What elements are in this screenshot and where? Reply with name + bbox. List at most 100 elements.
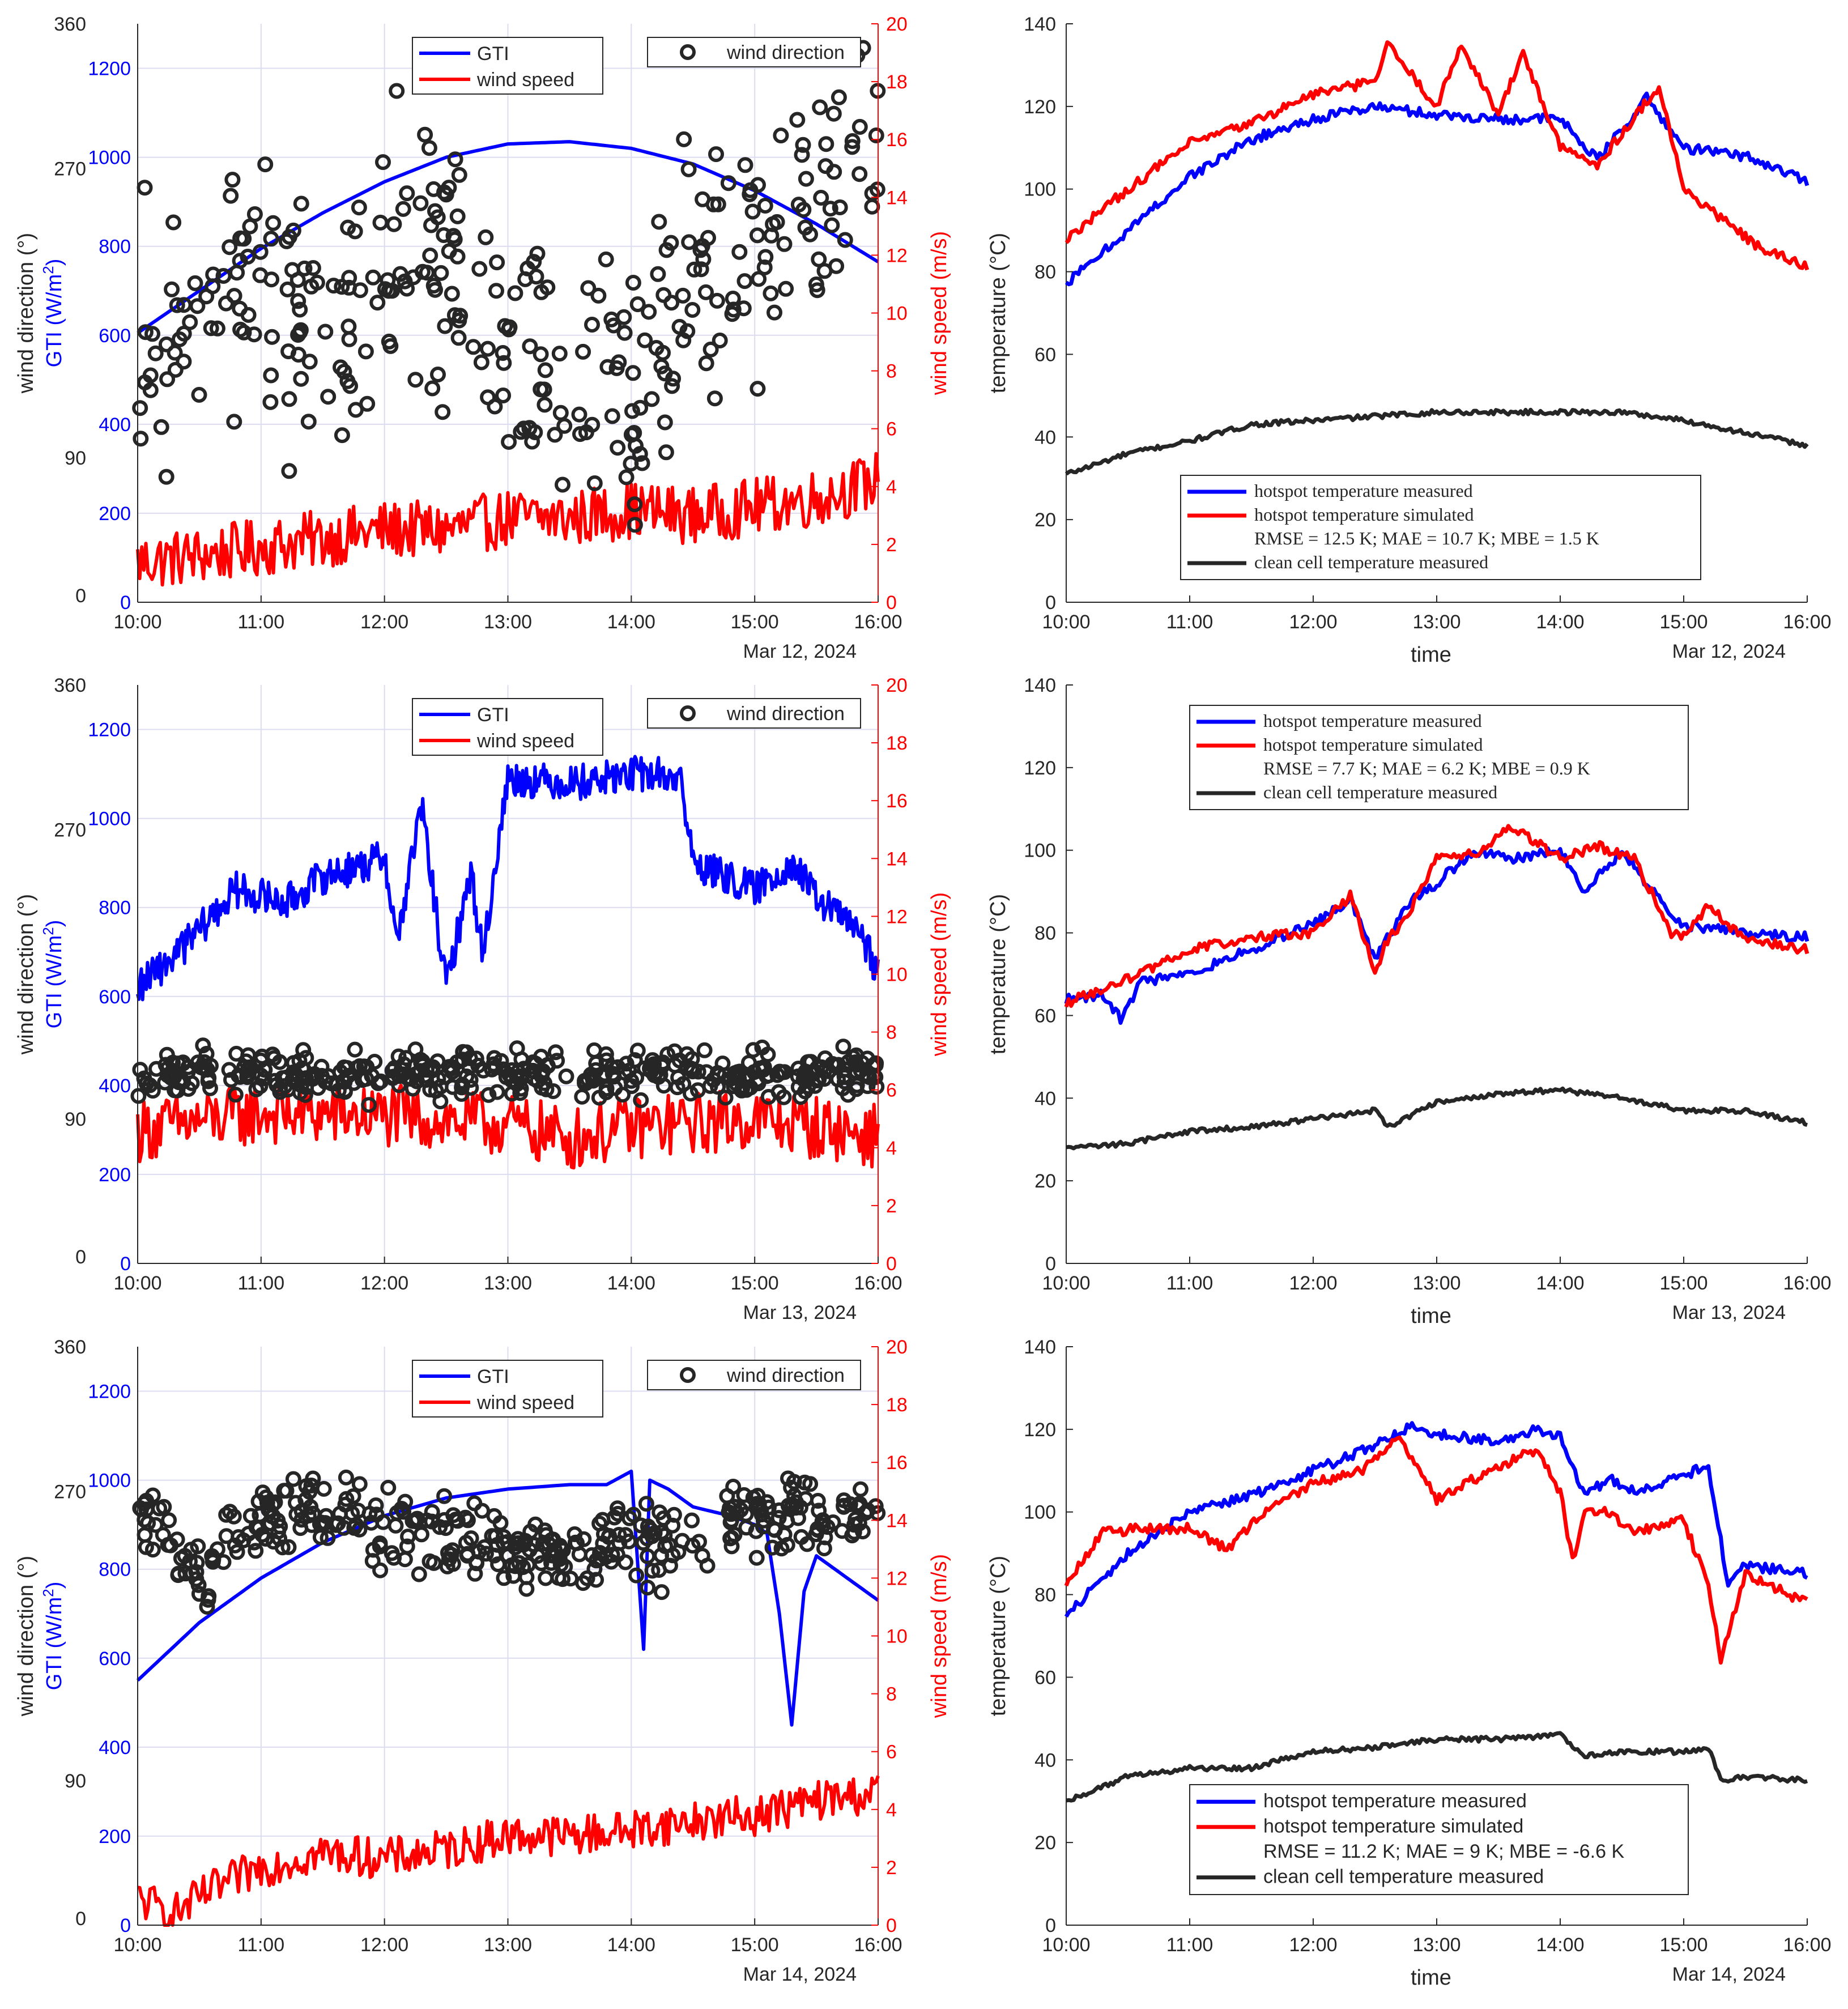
wind-direction-marker (675, 1076, 692, 1092)
wind-direction-marker (651, 1562, 667, 1578)
wind-direction-marker (536, 397, 553, 413)
wind-direction-marker (158, 336, 174, 352)
legend-wind-direction-label: wind direction (726, 703, 845, 725)
wind-direction-marker (265, 1508, 281, 1525)
y-tick-label: 100 (1024, 1502, 1056, 1523)
wind-direction-marker (610, 440, 626, 456)
wind-direction-marker (571, 406, 587, 423)
wind-direction-marker (409, 1510, 425, 1527)
wind-direction-marker (700, 229, 716, 246)
wind-direction-marker (191, 386, 207, 403)
wind-direction-marker (421, 140, 437, 156)
gti-axis-label-text: GTI (W/m (42, 274, 66, 368)
wind-direction-marker (359, 395, 376, 412)
wind-direction-marker (731, 244, 748, 260)
legend-label: RMSE = 12.5 K; MAE = 10.7 K; MBE = 1.5 K (1254, 528, 1599, 548)
wind-direction-marker (415, 1057, 431, 1074)
x-tick-label: 16:00 (1783, 611, 1831, 633)
wind-direction-marker (202, 1080, 218, 1096)
wind-direction-marker (780, 1497, 797, 1514)
wind-direction-marker (637, 332, 653, 348)
wind-direction-marker (231, 1529, 246, 1545)
wind-direction-marker (223, 188, 239, 204)
wind-direction-marker (764, 1539, 781, 1556)
wind-speed-tick-label: 8 (886, 1022, 897, 1044)
wind-direction-marker (575, 343, 591, 360)
x-tick-label: 13:00 (1412, 611, 1460, 633)
clean-line (1064, 407, 1809, 476)
wind-direction-marker (404, 1080, 421, 1097)
wind-direction-marker (390, 1048, 407, 1065)
wind-direction-marker (584, 317, 600, 333)
wind-direction-marker (750, 381, 766, 397)
wind-speed-tick-label: 6 (886, 1080, 897, 1101)
x-tick-label: 11:00 (238, 1272, 285, 1294)
wind-direction-marker (795, 137, 811, 153)
wind-direction-marker (430, 367, 446, 382)
wind-direction-marker (303, 1499, 319, 1515)
wind-direction-marker (489, 254, 505, 271)
wind-direction-marker (722, 1071, 739, 1087)
wind-speed-tick-label: 20 (886, 14, 908, 35)
x-tick-label: 14:00 (1536, 1934, 1584, 1956)
x-tick-label: 14:00 (1536, 611, 1584, 633)
wind-direction-marker (533, 346, 549, 363)
hot-sim-line (1064, 40, 1809, 271)
wind-direction-marker (826, 164, 842, 180)
legend-gti-label: GTI (477, 704, 509, 726)
gti-tick-label: 400 (99, 414, 131, 436)
wind-direction-marker (737, 157, 753, 173)
direction-tick-label: 360 (54, 14, 86, 35)
wind-speed-tick-label: 6 (886, 1742, 897, 1763)
wind-direction-marker (717, 1089, 734, 1106)
y-tick-label: 120 (1024, 757, 1056, 779)
hot-sim-line (1064, 824, 1809, 1008)
wind-direction-marker (478, 1546, 494, 1562)
wind-direction-marker (577, 1075, 593, 1091)
wind-direction-marker (644, 1563, 661, 1579)
x-tick-label: 11:00 (1166, 1934, 1213, 1956)
wind-direction-marker (604, 408, 620, 424)
wind-direction-marker (836, 1492, 852, 1509)
wind-direction-marker (489, 1084, 505, 1100)
gti-tick-label: 1200 (88, 58, 131, 80)
y-tick-label: 60 (1034, 1005, 1056, 1027)
wind-direction-marker (849, 1077, 865, 1093)
wind-direction-marker (676, 131, 692, 147)
wind-direction-marker (675, 287, 691, 304)
wind-direction-marker (851, 1496, 868, 1512)
wind-direction-marker (795, 202, 812, 218)
y-tick-label: 60 (1034, 1667, 1056, 1688)
wind-direction-marker (632, 399, 649, 416)
wind-direction-marker (528, 269, 544, 285)
wind-direction-marker (790, 1068, 806, 1084)
wind-direction-marker (325, 278, 342, 294)
wind-direction-marker (864, 198, 880, 215)
wind-direction-marker (651, 214, 667, 230)
wind-direction-marker (859, 1078, 876, 1095)
wind-direction-marker (348, 402, 364, 418)
wind-direction-marker (395, 201, 411, 217)
wind-direction-axis-label: wind direction (°) (14, 233, 38, 394)
wind-direction-marker (580, 280, 597, 296)
gti-tick-label: 600 (99, 986, 131, 1008)
wind-direction-marker (132, 400, 148, 416)
wind-direction-marker (486, 1056, 502, 1072)
wind-direction-marker (473, 354, 489, 371)
wind-direction-marker (458, 1535, 474, 1551)
wind-direction-marker (509, 1040, 525, 1057)
direction-tick-label: 270 (54, 1481, 86, 1503)
wind-direction-marker (386, 1550, 402, 1566)
wind-direction-marker (755, 1512, 772, 1529)
wind-direction-marker (437, 1520, 454, 1536)
gti-tick-label: 1200 (88, 1381, 131, 1403)
wind-direction-marker (399, 1538, 415, 1555)
wind-direction-marker (638, 1496, 654, 1512)
direction-tick-label: 270 (54, 819, 86, 841)
wind-direction-marker (684, 1512, 700, 1529)
wind-direction-marker (196, 1061, 212, 1076)
direction-tick-label: 360 (54, 675, 86, 696)
wind-direction-marker (551, 346, 568, 362)
wind-direction-marker (480, 1087, 497, 1103)
